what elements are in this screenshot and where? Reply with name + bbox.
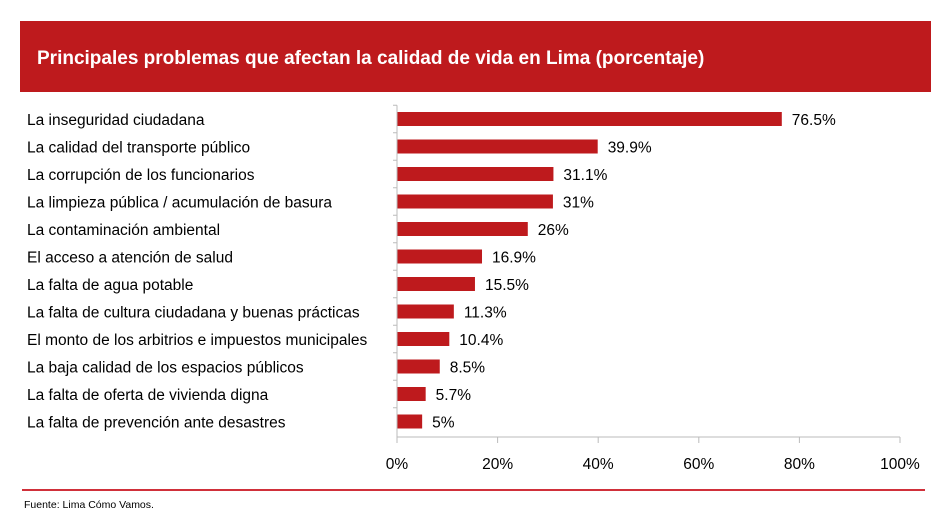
data-label: 5%	[432, 415, 455, 432]
category-label: La limpieza pública / acumulación de bas…	[27, 195, 332, 212]
data-label: 76.5%	[792, 112, 836, 129]
x-tick-label: 100%	[880, 456, 920, 473]
footer-divider	[22, 489, 925, 491]
x-tick-label: 40%	[583, 456, 614, 473]
category-label: El acceso a atención de salud	[27, 250, 233, 267]
data-label: 31%	[563, 195, 594, 212]
category-label: La corrupción de los funcionarios	[27, 167, 255, 184]
bar	[397, 112, 782, 126]
category-label: La falta de oferta de vivienda digna	[27, 387, 269, 404]
bar	[397, 277, 475, 291]
category-label: La baja calidad de los espacios públicos	[27, 360, 304, 377]
bar	[397, 249, 483, 264]
category-label: La contaminación ambiental	[27, 222, 220, 239]
bar	[397, 414, 423, 429]
x-tick-label: 80%	[784, 456, 815, 473]
bar	[397, 222, 528, 236]
x-tick-label: 0%	[386, 456, 409, 473]
category-label: El monto de los arbitrios e impuestos mu…	[27, 332, 368, 349]
data-label: 39.9%	[608, 140, 652, 157]
category-label: La calidad del transporte público	[27, 140, 250, 157]
data-label: 11.3%	[464, 305, 507, 322]
x-tick-label: 60%	[683, 456, 714, 473]
bar	[397, 139, 598, 154]
bar	[397, 167, 554, 181]
source-note: Fuente: Lima Cómo Vamos.	[24, 499, 154, 511]
chart-title: Principales problemas que afectan la cal…	[37, 48, 705, 69]
data-label: 5.7%	[436, 387, 472, 404]
data-label: 26%	[538, 222, 569, 239]
data-label: 10.4%	[459, 332, 503, 349]
x-tick-label: 20%	[482, 456, 513, 473]
data-label: 16.9%	[492, 250, 536, 267]
bar	[397, 332, 450, 346]
bar	[397, 359, 440, 374]
bar	[397, 304, 454, 319]
bar	[397, 194, 553, 209]
category-label: La falta de agua potable	[27, 277, 193, 294]
category-label: La falta de prevención ante desastres	[27, 415, 286, 432]
title-banner: Principales problemas que afectan la cal…	[20, 21, 931, 92]
category-label: La inseguridad ciudadana	[27, 112, 205, 129]
data-label: 15.5%	[485, 277, 529, 294]
data-label: 8.5%	[450, 360, 486, 377]
category-label: La falta de cultura ciudadana y buenas p…	[27, 305, 360, 322]
data-label: 31.1%	[563, 167, 607, 184]
bar	[397, 387, 426, 401]
